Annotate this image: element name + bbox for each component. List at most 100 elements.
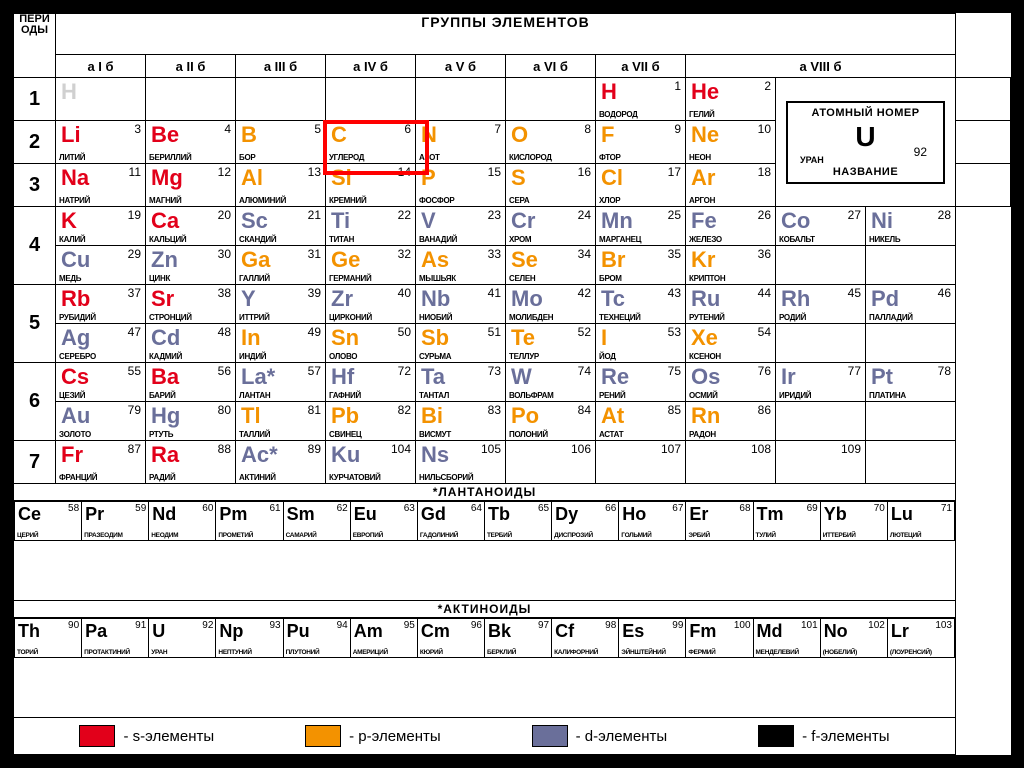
element-Ti: Ti 22 ТИТАН: [326, 207, 415, 245]
element-K: K 19 КАЛИЙ: [56, 207, 145, 245]
cell-O: O 8 КИСЛОРОД: [506, 121, 596, 164]
element-symbol: C: [331, 124, 347, 146]
cell-Mn: Mn 25 МАРГАНЕЦ: [596, 207, 686, 246]
periods-header: ПЕРИ ОДЫ: [14, 14, 56, 78]
element-number: 89: [308, 442, 321, 456]
element-number: 7: [494, 122, 501, 136]
element-symbol: Sr: [151, 288, 174, 310]
cell-W: W 74 ВОЛЬФРАМ: [506, 363, 596, 402]
empty-cell: [866, 402, 956, 441]
cell-Fe: Fe 26 ЖЕЛЕЗО: [686, 207, 776, 246]
element-name: СУРЬМА: [419, 352, 451, 361]
cell-V: V 23 ВАНАДИЙ: [416, 207, 506, 246]
element-number: 28: [938, 208, 951, 222]
lanth-Gd: Gd64ГАДОЛИНИЙ: [417, 502, 484, 541]
key-item-1: - p-элементы: [305, 725, 441, 747]
group-label-5: a V б: [416, 55, 506, 78]
element-number: 8: [584, 122, 591, 136]
cell-F: F 9 ФТОР: [596, 121, 686, 164]
element-number: 14: [398, 165, 411, 179]
element-name: КАЛЬЦИЙ: [149, 235, 186, 244]
element-symbol: Ag: [61, 327, 90, 349]
element-108: 108: [686, 441, 775, 483]
element-S: S 16 СЕРА: [506, 164, 595, 206]
cell-I: I 53 ЙОД: [596, 324, 686, 363]
element-name: ИРИДИЙ: [779, 391, 811, 400]
element-Fe: Fe 26 ЖЕЛЕЗО: [686, 207, 775, 245]
cell-109: 109: [776, 441, 866, 484]
element-symbol: Te: [511, 327, 535, 349]
element-At: At 85 АСТАТ: [596, 402, 685, 440]
legend-name-label: НАЗВАНИЕ: [794, 166, 937, 178]
element-name: АРГОН: [689, 196, 715, 205]
element-N: N 7 АЗОТ: [416, 121, 505, 163]
element-number: 45: [848, 286, 861, 300]
cell-Ga: Ga 31 ГАЛЛИЙ: [236, 246, 326, 285]
element-name: ПАЛЛАДИЙ: [869, 313, 913, 322]
element-Pd: Pd 46 ПАЛЛАДИЙ: [866, 285, 955, 323]
element-symbol: Ra: [151, 444, 179, 466]
period-3: 3: [14, 164, 56, 207]
element-I: I 53 ЙОД: [596, 324, 685, 362]
element-name: НИЛЬСБОРИЙ: [419, 473, 473, 482]
element-name: БРОМ: [599, 274, 622, 283]
element-name: ЗОЛОТО: [59, 430, 91, 439]
period-1: 1: [14, 78, 56, 121]
element-number: 105: [481, 442, 501, 456]
cell-Sn: Sn 50 ОЛОВО: [326, 324, 416, 363]
element-number: 85: [668, 403, 681, 417]
cell-Y: Y 39 ИТТРИЙ: [236, 285, 326, 324]
element-Cu: Cu 29 МЕДЬ: [56, 246, 145, 284]
element-C: C 6 УГЛЕРОД: [326, 121, 415, 163]
act-Bk: Bk97БЕРКЛИЙ: [484, 619, 551, 658]
element-name: КАЛИЙ: [59, 235, 85, 244]
element-Si: Si 14 КРЕМНИЙ: [326, 164, 415, 206]
element-name: МЕДЬ: [59, 274, 81, 283]
element-name: КУРЧАТОВИЙ: [329, 473, 381, 482]
element-name: ВОЛЬФРАМ: [509, 391, 553, 400]
element-Mg: Mg 12 МАГНИЙ: [146, 164, 235, 206]
act-Pu: Pu94ПЛУТОНИЙ: [283, 619, 350, 658]
cell-Sb: Sb 51 СУРЬМА: [416, 324, 506, 363]
element-symbol: Al: [241, 167, 263, 189]
periodic-table: ПЕРИ ОДЫ ГРУППЫ ЭЛЕМЕНТОВ a I бa II бa I…: [13, 13, 1011, 755]
element-symbol: At: [601, 405, 624, 427]
element-symbol: Li: [61, 124, 81, 146]
act-Th: Th90ТОРИЙ: [15, 619, 82, 658]
element-number: 75: [668, 364, 681, 378]
cell-Ne: Ne 10 НЕОН: [686, 121, 776, 164]
element-symbol: Ns: [421, 444, 449, 466]
element-Tl: Tl 81 ТАЛЛИЙ: [236, 402, 325, 440]
element-symbol: In: [241, 327, 261, 349]
element-symbol: S: [511, 167, 526, 189]
cell-107: 107: [596, 441, 686, 484]
element-name: ВОДОРОД: [599, 110, 638, 119]
element-symbol: Rn: [691, 405, 720, 427]
element-symbol: Cd: [151, 327, 180, 349]
key-item-3: - f-элементы: [758, 725, 889, 747]
element-name: БАРИЙ: [149, 391, 176, 400]
element-number: 24: [578, 208, 591, 222]
element-symbol: I: [601, 327, 607, 349]
element-Ge: Ge 32 ГЕРМАНИЙ: [326, 246, 415, 284]
cell-Bi: Bi 83 ВИСМУТ: [416, 402, 506, 441]
element-symbol: Ga: [241, 249, 270, 271]
cell-Co: Co 27 КОБАЛЬТ: [776, 207, 866, 246]
empty-cell: [326, 78, 416, 121]
cell-106: 106: [506, 441, 596, 484]
element-symbol: Mn: [601, 210, 633, 232]
element-name: ГАФНИЙ: [329, 391, 361, 400]
element-name: АЗОТ: [419, 153, 440, 162]
cell-H: H 1 ВОДОРОД: [596, 78, 686, 121]
legend-cell: АТОМНЫЙ НОМЕР U 92 УРАН НАЗВАНИЕ: [776, 78, 956, 207]
element-symbol: La*: [241, 366, 275, 388]
cell-Mo: Mo 42 МОЛИБДЕН: [506, 285, 596, 324]
cell-Ag: Ag 47 СЕРЕБРО: [56, 324, 146, 363]
element-number: 6: [404, 122, 411, 136]
empty-cell: [146, 78, 236, 121]
empty-cell: [956, 78, 1011, 121]
element-name: ВАНАДИЙ: [419, 235, 457, 244]
cell-As: As 33 МЫШЬЯК: [416, 246, 506, 285]
element-name: АЛЮМИНИЙ: [239, 196, 286, 205]
element-number: 88: [218, 442, 231, 456]
